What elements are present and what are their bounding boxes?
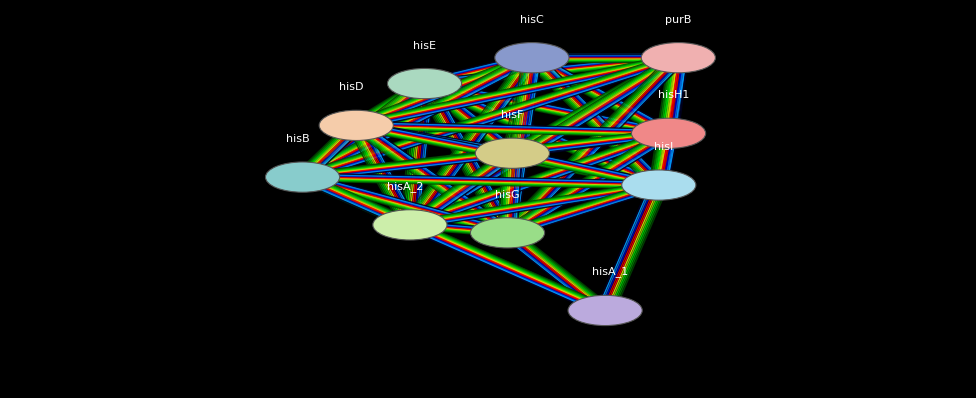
Text: hisB: hisB <box>286 134 309 144</box>
Circle shape <box>265 162 340 192</box>
Circle shape <box>387 68 462 99</box>
Text: hisA_2: hisA_2 <box>386 181 424 192</box>
Text: hisA_1: hisA_1 <box>591 267 629 277</box>
Circle shape <box>568 295 642 326</box>
Circle shape <box>470 218 545 248</box>
Circle shape <box>641 43 715 73</box>
Text: hisI: hisI <box>654 142 673 152</box>
Circle shape <box>373 210 447 240</box>
Circle shape <box>495 43 569 73</box>
Text: purB: purB <box>665 15 692 25</box>
Text: hisE: hisE <box>413 41 436 51</box>
Circle shape <box>475 138 549 168</box>
Text: hisH1: hisH1 <box>658 90 689 100</box>
Text: hisG: hisG <box>495 190 520 200</box>
Text: hisC: hisC <box>520 15 544 25</box>
Text: hisF: hisF <box>502 110 523 120</box>
Text: hisD: hisD <box>339 82 364 92</box>
Circle shape <box>631 118 706 148</box>
Circle shape <box>319 110 393 140</box>
Circle shape <box>622 170 696 200</box>
